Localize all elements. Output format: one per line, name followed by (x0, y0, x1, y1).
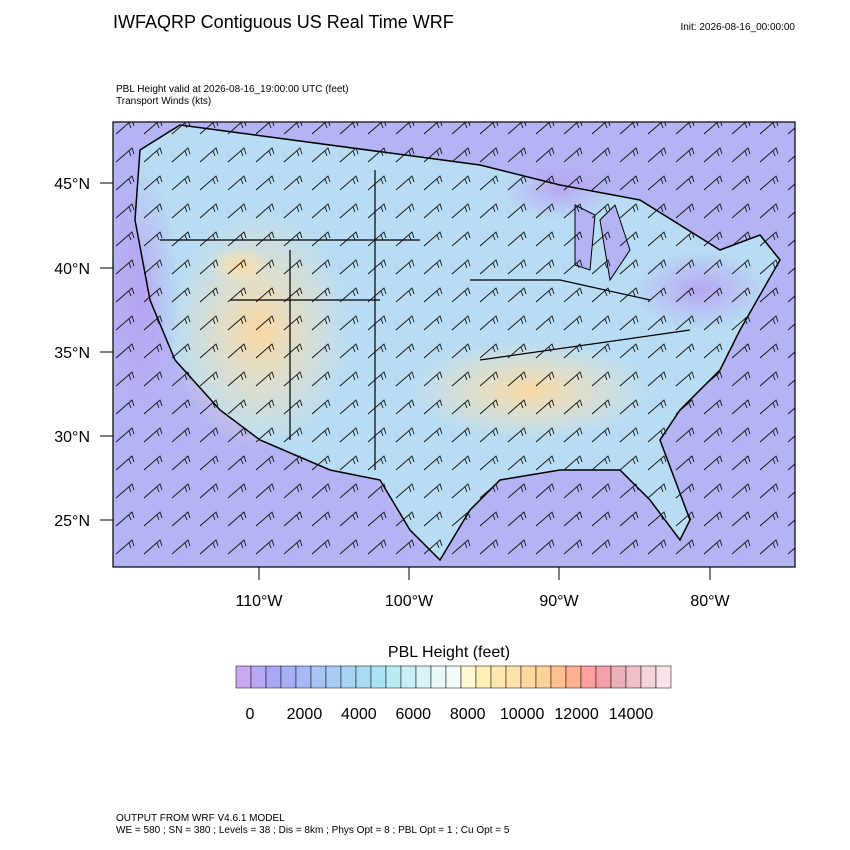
colorbar: 0 2000 4000 6000 8000 10000 12000 14000 (235, 665, 672, 723)
subtitle: Transport Winds (kts) (116, 96, 211, 107)
colorbar-box (445, 665, 462, 689)
colorbar-title: PBL Height (feet) (388, 644, 510, 661)
wind-barbs (113, 122, 795, 567)
colorbar-label: 2000 (287, 706, 323, 723)
lat-label: 30°N (54, 429, 90, 446)
lon-label: 110°W (235, 593, 283, 610)
colorbar-label: 4000 (341, 706, 377, 723)
title: IWFAQRP Contiguous US Real Time WRF (113, 12, 454, 32)
colorbar-box (520, 665, 537, 689)
colorbar-box (625, 665, 642, 689)
colorbar-label: 8000 (450, 706, 486, 723)
colorbar-label: 10000 (500, 706, 545, 723)
colorbar-box (295, 665, 312, 689)
colorbar-box (460, 665, 477, 689)
lon-label: 90°W (539, 593, 579, 610)
colorbar-box (430, 665, 447, 689)
colorbar-box (385, 665, 402, 689)
lat-label: 25°N (54, 513, 90, 530)
colorbar-box (655, 665, 672, 689)
colorbar-box (280, 665, 297, 689)
init-time: Init: 2026-08-16_00:00:00 (680, 22, 795, 33)
map-frame (112, 121, 796, 568)
footer: WE = 580 ; SN = 380 ; Levels = 38 ; Dis … (116, 825, 510, 836)
subtitle: PBL Height valid at 2026-08-16_19:00:00 … (116, 84, 349, 95)
lon-label: 100°W (385, 593, 434, 610)
map-area (113, 122, 795, 567)
colorbar-box (535, 665, 552, 689)
colorbar-label: 12000 (554, 706, 599, 723)
colorbar-box (550, 665, 567, 689)
colorbar-box (325, 665, 342, 689)
colorbar-box (610, 665, 627, 689)
colorbar-box (265, 665, 282, 689)
colorbar-box (355, 665, 372, 689)
footer: OUTPUT FROM WRF V4.6.1 MODEL (116, 813, 285, 824)
colorbar-box (475, 665, 492, 689)
colorbar-box (640, 665, 657, 689)
colorbar-box (400, 665, 417, 689)
colorbar-box (505, 665, 522, 689)
colorbar-box (565, 665, 582, 689)
lat-label: 40°N (54, 261, 90, 278)
colorbar-box (490, 665, 507, 689)
lat-label: 45°N (54, 176, 90, 193)
colorbar-box (580, 665, 597, 689)
colorbar-box (370, 665, 387, 689)
lon-label: 80°W (690, 593, 730, 610)
colorbar-label: 0 (246, 706, 255, 723)
colorbar-box (415, 665, 432, 689)
axis-labels: 45°N 40°N 35°N 30°N 25°N 110°W 100°W 90°W 80°W (54, 176, 730, 610)
colorbar-box (340, 665, 357, 689)
lat-label: 35°N (54, 345, 90, 362)
colorbar-label: 14000 (609, 706, 654, 723)
colorbar-box (250, 665, 267, 689)
colorbar-box (595, 665, 612, 689)
colorbar-box (235, 665, 252, 689)
colorbar-label: 6000 (395, 706, 431, 723)
colorbar-box (310, 665, 327, 689)
